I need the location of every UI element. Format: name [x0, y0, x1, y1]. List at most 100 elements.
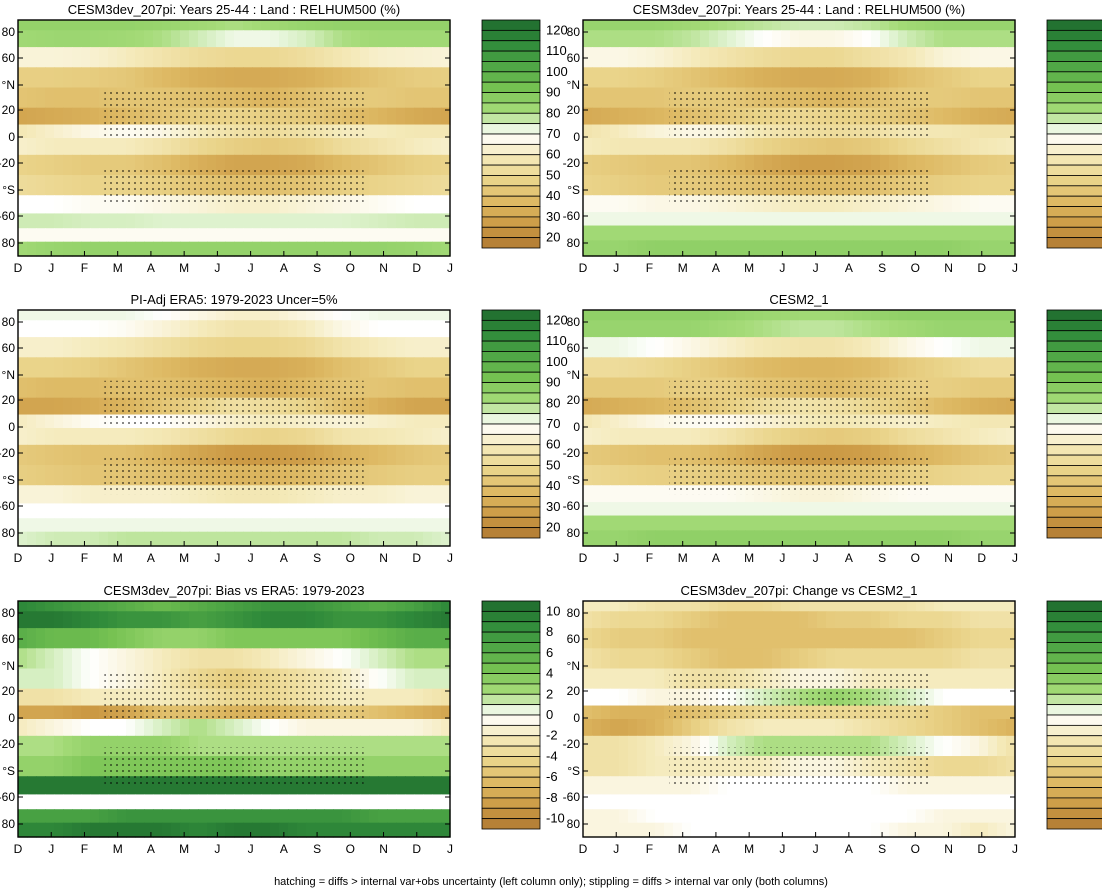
colorbar-box: [481, 175, 541, 187]
heatmap-cell: [961, 628, 971, 649]
heatmap-cell: [862, 240, 872, 257]
heatmap-cell: [315, 809, 325, 824]
heatmap-cell: [54, 485, 64, 505]
y-tick-label: 60: [567, 51, 581, 65]
heatmap-cell: [117, 518, 127, 533]
heatmap-cell: [691, 502, 701, 517]
heatmap-cell: [871, 719, 881, 737]
heatmap-cell: [763, 20, 773, 31]
heatmap-cell: [736, 444, 746, 466]
heatmap-cell: [405, 705, 415, 720]
heatmap-cell: [297, 611, 307, 629]
heatmap-cell: [243, 503, 253, 519]
heatmap-cell: [378, 735, 388, 757]
heatmap-cell: [871, 67, 881, 89]
heatmap-cell: [207, 794, 217, 810]
heatmap-cell: [1006, 377, 1016, 399]
heatmap-cell: [700, 444, 710, 466]
heatmap-cell: [405, 735, 415, 757]
heatmap-cell: [745, 138, 755, 156]
heatmap-cell: [63, 175, 73, 196]
heatmap-cell: [925, 175, 935, 196]
heatmap-cell: [126, 47, 136, 68]
heatmap-cell: [619, 465, 629, 486]
heatmap-cell: [387, 377, 397, 399]
heatmap-cell: [997, 240, 1007, 257]
heatmap-cell: [736, 20, 746, 31]
heatmap-cell: [583, 138, 593, 156]
colorbar-label: 60: [546, 437, 560, 452]
heatmap-cell: [72, 30, 82, 48]
heatmap-cell: [628, 377, 638, 399]
heatmap-cell: [889, 530, 899, 547]
heatmap-cell: [45, 20, 55, 31]
heatmap-cell: [351, 518, 361, 533]
colorbar-box: [1046, 371, 1102, 383]
heatmap-cell: [378, 688, 388, 707]
heatmap-cell: [342, 485, 352, 505]
heatmap-cell: [63, 628, 73, 649]
x-tick-label: N: [944, 842, 953, 856]
heatmap-cell: [54, 175, 64, 196]
heatmap-cell: [934, 485, 944, 503]
heatmap-cell: [754, 444, 764, 466]
heatmap-cell: [405, 138, 415, 156]
heatmap-cell: [261, 531, 271, 547]
heatmap-cell: [790, 20, 800, 31]
heatmap-cell: [423, 776, 433, 796]
heatmap-cell: [216, 337, 226, 358]
heatmap-cell: [583, 397, 593, 416]
heatmap-cell: [162, 357, 172, 379]
y-tick-label: 80: [567, 236, 581, 250]
heatmap-cell: [925, 794, 935, 810]
heatmap-cell: [99, 628, 109, 649]
heatmap-cell: [432, 213, 442, 229]
heatmap-cell: [135, 67, 145, 89]
heatmap-cell: [18, 776, 28, 796]
heatmap-cell: [682, 67, 692, 89]
heatmap-cell: [288, 531, 298, 547]
heatmap-cell: [135, 735, 145, 757]
heatmap-cell: [432, 735, 442, 757]
heatmap-cell: [970, 668, 980, 690]
heatmap-cell: [646, 87, 656, 109]
heatmap-cell: [63, 822, 73, 838]
heatmap-cell: [700, 138, 710, 156]
heatmap-cell: [871, 240, 881, 257]
heatmap-cell: [709, 794, 719, 810]
heatmap-cell: [315, 776, 325, 796]
heatmap-cell: [898, 822, 908, 838]
heatmap-cell: [709, 428, 719, 446]
heatmap-cell: [817, 735, 827, 757]
heatmap-cell: [979, 794, 989, 810]
heatmap-cell: [700, 735, 710, 757]
heatmap-cell: [153, 601, 163, 612]
heatmap-cell: [225, 719, 235, 737]
heatmap-cell: [270, 30, 280, 48]
heatmap-cell: [342, 628, 352, 649]
heatmap-cell: [306, 67, 316, 89]
heatmap-cell: [898, 628, 908, 649]
heatmap-cell: [189, 628, 199, 649]
heatmap-cell: [934, 67, 944, 89]
heatmap-cell: [709, 719, 719, 737]
heatmap-cell: [99, 428, 109, 446]
heatmap-cell: [763, 601, 773, 612]
heatmap-cell: [664, 225, 674, 241]
heatmap-cell: [610, 688, 620, 707]
heatmap-cell: [396, 628, 406, 649]
heatmap-cell: [360, 611, 370, 629]
heatmap-cell: [961, 175, 971, 196]
heatmap-cell: [261, 30, 271, 48]
heatmap-cell: [324, 485, 334, 505]
heatmap-cell: [189, 809, 199, 824]
heatmap-cell: [243, 241, 253, 257]
heatmap-cell: [610, 212, 620, 227]
heatmap-cell: [781, 225, 791, 241]
heatmap-cell: [342, 444, 352, 466]
heatmap-cell: [835, 320, 845, 338]
heatmap-cell: [135, 809, 145, 824]
heatmap-cell: [862, 530, 872, 547]
heatmap-cell: [916, 794, 926, 810]
heatmap-cell: [333, 154, 343, 176]
